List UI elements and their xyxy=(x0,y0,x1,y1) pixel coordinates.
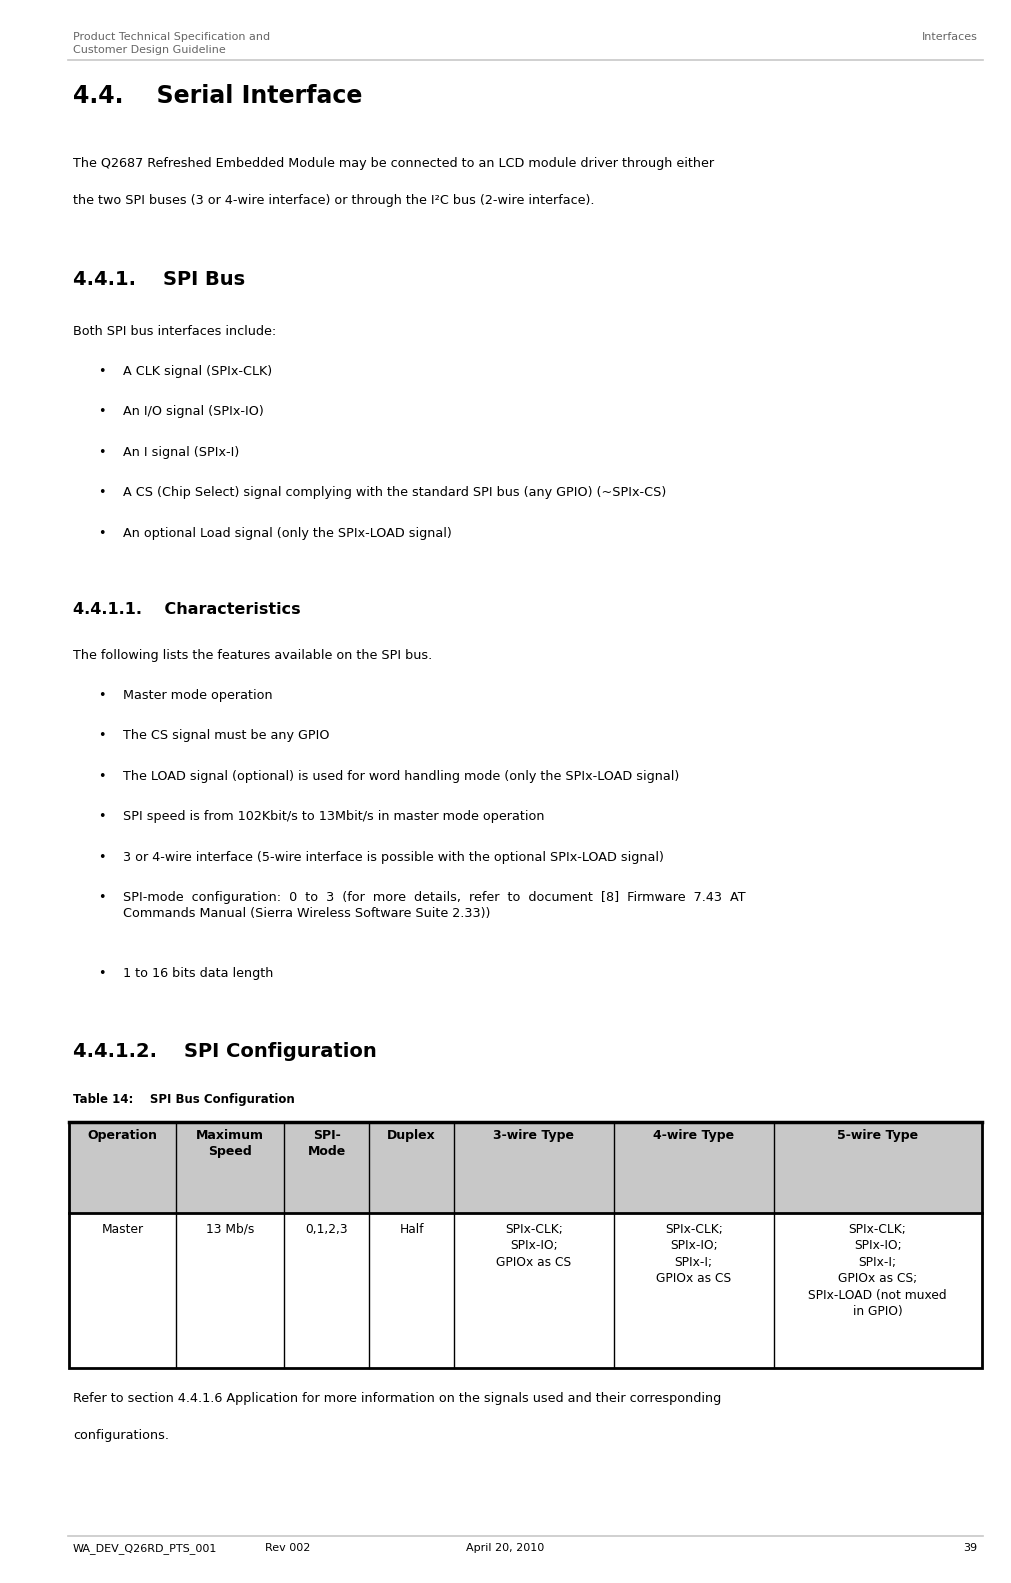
Text: Master: Master xyxy=(101,1222,144,1236)
Text: •: • xyxy=(98,850,105,863)
Text: Refer to section 4.4.1.6 Application for more information on the signals used an: Refer to section 4.4.1.6 Application for… xyxy=(73,1391,721,1406)
Text: 13 Mb/s: 13 Mb/s xyxy=(206,1222,255,1236)
Text: •: • xyxy=(98,967,105,980)
Text: SPIx-CLK;
SPIx-IO;
SPIx-I;
GPIOx as CS;
SPIx-LOAD (not muxed
in GPIO): SPIx-CLK; SPIx-IO; SPIx-I; GPIOx as CS; … xyxy=(808,1222,947,1319)
Text: •: • xyxy=(98,364,105,378)
Text: 1 to 16 bits data length: 1 to 16 bits data length xyxy=(123,967,274,980)
Text: SPIx-CLK;
SPIx-IO;
GPIOx as CS: SPIx-CLK; SPIx-IO; GPIOx as CS xyxy=(496,1222,571,1270)
Text: •: • xyxy=(98,891,105,904)
Text: •: • xyxy=(98,486,105,499)
Bar xyxy=(69,1121,982,1213)
Text: SPI-
Mode: SPI- Mode xyxy=(307,1129,346,1157)
Text: An I/O signal (SPIx-IO): An I/O signal (SPIx-IO) xyxy=(123,405,264,418)
Bar xyxy=(69,1121,982,1368)
Text: •: • xyxy=(98,810,105,823)
Text: Duplex: Duplex xyxy=(387,1129,436,1143)
Text: •: • xyxy=(98,527,105,540)
Text: 3 or 4-wire interface (5-wire interface is possible with the optional SPIx-LOAD : 3 or 4-wire interface (5-wire interface … xyxy=(123,850,664,863)
Text: Operation: Operation xyxy=(88,1129,158,1143)
Text: •: • xyxy=(98,689,105,701)
Text: An I signal (SPIx-I): An I signal (SPIx-I) xyxy=(123,445,240,459)
Text: The LOAD signal (optional) is used for word handling mode (only the SPIx-LOAD si: The LOAD signal (optional) is used for w… xyxy=(123,769,679,782)
Text: Rev 002: Rev 002 xyxy=(265,1543,310,1553)
Text: 4.4.    Serial Interface: 4.4. Serial Interface xyxy=(73,84,362,108)
Text: An optional Load signal (only the SPIx-LOAD signal): An optional Load signal (only the SPIx-L… xyxy=(123,527,452,540)
Text: the two SPI buses (3 or 4-wire interface) or through the I²C bus (2-wire interfa: the two SPI buses (3 or 4-wire interface… xyxy=(73,193,594,206)
Text: •: • xyxy=(98,405,105,418)
Text: Interfaces: Interfaces xyxy=(922,32,978,43)
Text: SPI speed is from 102Kbit/s to 13Mbit/s in master mode operation: SPI speed is from 102Kbit/s to 13Mbit/s … xyxy=(123,810,545,823)
Text: 4.4.1.    SPI Bus: 4.4.1. SPI Bus xyxy=(73,271,245,290)
Text: •: • xyxy=(98,445,105,459)
Text: Product Technical Specification and
Customer Design Guideline: Product Technical Specification and Cust… xyxy=(73,32,270,55)
Text: 39: 39 xyxy=(963,1543,978,1553)
Text: Master mode operation: Master mode operation xyxy=(123,689,273,701)
Text: •: • xyxy=(98,769,105,782)
Bar xyxy=(69,1213,982,1368)
Text: 4-wire Type: 4-wire Type xyxy=(653,1129,734,1143)
Text: SPIx-CLK;
SPIx-IO;
SPIx-I;
GPIOx as CS: SPIx-CLK; SPIx-IO; SPIx-I; GPIOx as CS xyxy=(656,1222,731,1285)
Text: configurations.: configurations. xyxy=(73,1429,169,1442)
Text: Half: Half xyxy=(399,1222,424,1236)
Text: 0,1,2,3: 0,1,2,3 xyxy=(305,1222,348,1236)
Text: The Q2687 Refreshed Embedded Module may be connected to an LCD module driver thr: The Q2687 Refreshed Embedded Module may … xyxy=(73,157,714,169)
Text: The following lists the features available on the SPI bus.: The following lists the features availab… xyxy=(73,649,432,662)
Text: 4.4.1.1.    Characteristics: 4.4.1.1. Characteristics xyxy=(73,602,300,617)
Text: The CS signal must be any GPIO: The CS signal must be any GPIO xyxy=(123,730,330,742)
Text: WA_DEV_Q26RD_PTS_001: WA_DEV_Q26RD_PTS_001 xyxy=(73,1543,217,1555)
Text: 5-wire Type: 5-wire Type xyxy=(837,1129,918,1143)
Text: Maximum
Speed: Maximum Speed xyxy=(196,1129,264,1157)
Text: A CS (Chip Select) signal complying with the standard SPI bus (any GPIO) (~SPIx-: A CS (Chip Select) signal complying with… xyxy=(123,486,666,499)
Text: SPI-mode  configuration:  0  to  3  (for  more  details,  refer  to  document  [: SPI-mode configuration: 0 to 3 (for more… xyxy=(123,891,746,920)
Text: A CLK signal (SPIx-CLK): A CLK signal (SPIx-CLK) xyxy=(123,364,273,378)
Text: 3-wire Type: 3-wire Type xyxy=(493,1129,574,1143)
Text: Both SPI bus interfaces include:: Both SPI bus interfaces include: xyxy=(73,326,276,339)
Text: April 20, 2010: April 20, 2010 xyxy=(466,1543,545,1553)
Text: Table 14:    SPI Bus Configuration: Table 14: SPI Bus Configuration xyxy=(73,1092,294,1107)
Text: 4.4.1.2.    SPI Configuration: 4.4.1.2. SPI Configuration xyxy=(73,1042,376,1061)
Text: •: • xyxy=(98,730,105,742)
